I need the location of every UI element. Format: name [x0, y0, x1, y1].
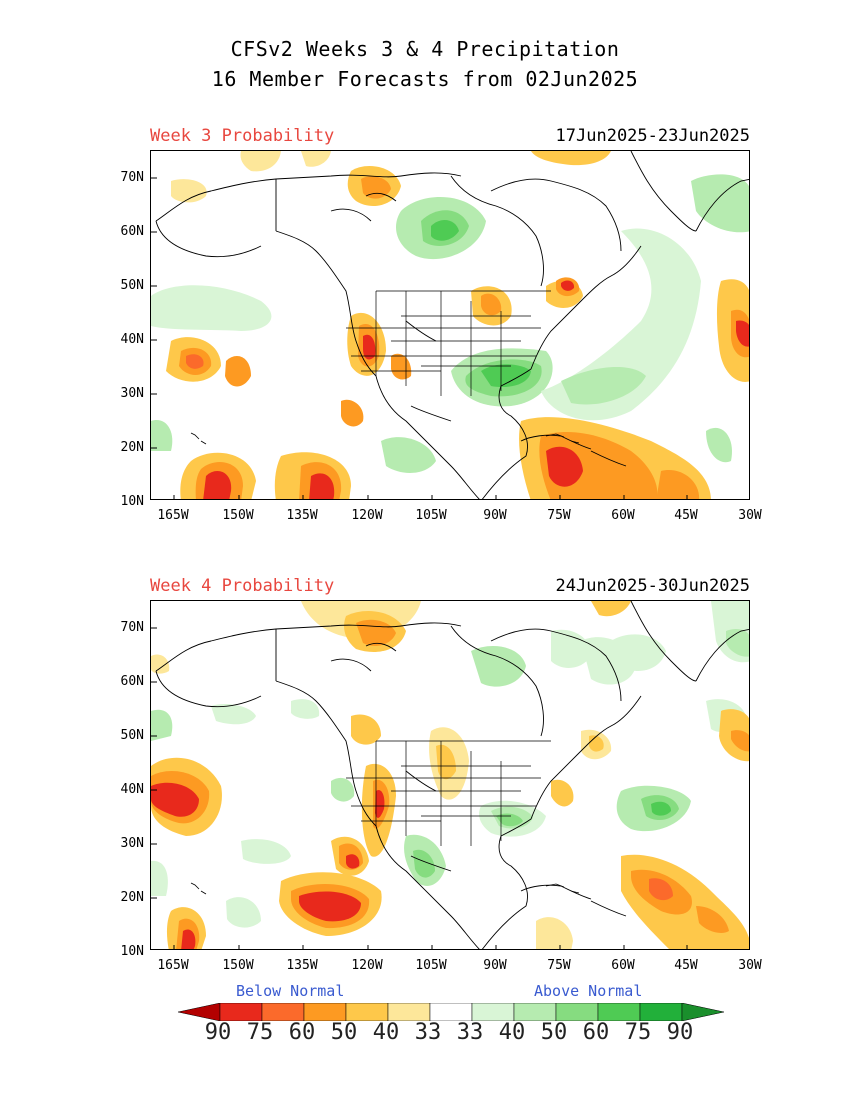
lat-tick: 50N: [120, 728, 144, 743]
lon-tick: 150W: [222, 508, 254, 523]
legend-value: 60: [288, 1020, 316, 1045]
lat-tick: 40N: [120, 782, 144, 797]
legend-cell: [639, 1003, 683, 1021]
week3-panel-dates: 17Jun2025-23Jun2025: [555, 126, 750, 146]
lat-tick: 20N: [120, 440, 144, 455]
lat-tick: 30N: [120, 836, 144, 851]
week3-below-normal-areas: [166, 151, 749, 499]
lon-tick: 60W: [611, 958, 635, 973]
legend-cell-left-arrow: [178, 1003, 221, 1021]
main-title-line1: CFSv2 Weeks 3 & 4 Precipitation: [230, 37, 620, 61]
week4-state-borders: [346, 740, 551, 846]
legend-cell: [303, 1003, 347, 1021]
legend-colorbar: [178, 1003, 724, 1021]
week3-above-normal-areas: [151, 174, 749, 473]
lon-tick: 60W: [611, 508, 635, 523]
week3-panel-label: Week 3 Probability: [150, 126, 335, 146]
lat-tick: 50N: [120, 278, 144, 293]
legend-below-normal-label: Below Normal: [236, 982, 345, 1000]
week3-islands: [190, 432, 580, 445]
week4-panel-label: Week 4 Probability: [150, 576, 335, 596]
legend-value: 33: [414, 1020, 442, 1045]
lat-tick: 40N: [120, 332, 144, 347]
legend-value: 90: [204, 1020, 232, 1045]
lon-tick: 90W: [483, 958, 507, 973]
legend-cell-right-arrow: [681, 1003, 724, 1021]
lon-tick: 165W: [157, 508, 189, 523]
lat-tick: 10N: [120, 494, 144, 509]
lon-tick: 120W: [351, 958, 383, 973]
lat-tick: 30N: [120, 386, 144, 401]
legend-cell: [387, 1003, 431, 1021]
legend-cell: [597, 1003, 641, 1021]
lon-tick: 30W: [738, 958, 762, 973]
legend-cell: [555, 1003, 599, 1021]
week3-map: [150, 150, 750, 500]
week4-frame-ticks: [151, 627, 688, 949]
week4-panel-dates: 24Jun2025-30Jun2025: [555, 576, 750, 596]
lon-tick: 75W: [547, 958, 571, 973]
lon-tick: 90W: [483, 508, 507, 523]
lon-tick: 135W: [286, 508, 318, 523]
legend-cell: [219, 1003, 263, 1021]
legend-value: 50: [330, 1020, 358, 1045]
legend-cell: [513, 1003, 557, 1021]
lon-tick: 75W: [547, 508, 571, 523]
lon-tick: 150W: [222, 958, 254, 973]
lon-tick: 45W: [674, 508, 698, 523]
legend-value: 75: [624, 1020, 652, 1045]
lon-tick: 45W: [674, 958, 698, 973]
legend-value: 33: [456, 1020, 484, 1045]
week4-above-normal-areas: [151, 601, 749, 928]
legend-value: 40: [372, 1020, 400, 1045]
lat-tick: 60N: [120, 674, 144, 689]
lat-tick: 10N: [120, 944, 144, 959]
legend-value: 60: [582, 1020, 610, 1045]
legend-cell: [261, 1003, 305, 1021]
lon-tick: 105W: [415, 958, 447, 973]
legend-value: 90: [666, 1020, 694, 1045]
week3-state-borders: [346, 290, 551, 396]
lat-tick: 70N: [120, 170, 144, 185]
legend-value: 75: [246, 1020, 274, 1045]
lat-tick: 60N: [120, 224, 144, 239]
week4-map: [150, 600, 750, 950]
lat-tick: 70N: [120, 620, 144, 635]
legend-value: 40: [498, 1020, 526, 1045]
week4-islands: [190, 882, 580, 895]
legend-above-normal-label: Above Normal: [534, 982, 643, 1000]
main-title-line2: 16 Member Forecasts from 02Jun2025: [211, 67, 639, 91]
lon-tick: 30W: [738, 508, 762, 523]
lon-tick: 105W: [415, 508, 447, 523]
legend-cell: [429, 1003, 473, 1021]
week3-coastlines: [155, 151, 749, 499]
legend-cell: [471, 1003, 515, 1021]
week4-below-normal-areas: [151, 601, 749, 949]
lat-tick: 20N: [120, 890, 144, 905]
lon-tick: 135W: [286, 958, 318, 973]
week4-coastlines: [155, 601, 749, 949]
legend-value: 50: [540, 1020, 568, 1045]
week3-frame-ticks: [151, 177, 688, 499]
legend-cell: [345, 1003, 389, 1021]
lon-tick: 120W: [351, 508, 383, 523]
lon-tick: 165W: [157, 958, 189, 973]
